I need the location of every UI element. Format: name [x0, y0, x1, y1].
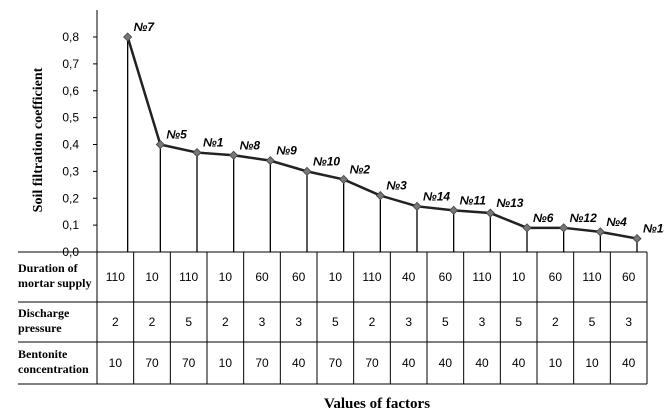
point-label: №13 — [496, 196, 523, 210]
factor-value: 40 — [439, 356, 453, 370]
data-point — [265, 156, 275, 166]
factor-value: 70 — [329, 356, 343, 370]
data-point — [155, 139, 165, 150]
y-tick-label: 0,2 — [62, 191, 79, 205]
point-label: №2 — [350, 162, 371, 176]
factor-value: 70 — [182, 356, 196, 370]
point-label: №15 — [643, 222, 664, 236]
factor-value: 110 — [472, 270, 491, 284]
factor-value: 40 — [512, 356, 526, 370]
data-point — [302, 166, 312, 176]
factor-label: concentration — [18, 362, 89, 376]
y-tick-label: 0,6 — [62, 84, 79, 98]
factor-value: 10 — [219, 270, 233, 284]
point-label: №11 — [460, 193, 487, 207]
factor-value: 60 — [255, 270, 269, 284]
factor-value: 5 — [332, 315, 339, 329]
factor-value: 60 — [549, 270, 563, 284]
factor-value: 5 — [515, 315, 522, 329]
factor-value: 70 — [365, 356, 379, 370]
factor-value: 10 — [145, 270, 159, 284]
point-label: №5 — [166, 128, 187, 142]
factor-value: 2 — [369, 315, 376, 329]
series-layer — [123, 32, 642, 244]
data-point — [449, 205, 459, 215]
point-label: №4 — [606, 215, 627, 229]
x-axis-title: Values of factors — [324, 396, 430, 412]
data-point — [339, 174, 349, 185]
factor-value: 2 — [149, 315, 156, 329]
factor-value: 2 — [552, 315, 559, 329]
y-tick-label: 0,7 — [62, 57, 79, 71]
data-point — [559, 223, 569, 233]
factor-value: 3 — [479, 315, 486, 329]
factor-value: 60 — [439, 270, 453, 284]
y-tick-label: 0,1 — [62, 218, 79, 232]
data-point — [522, 223, 532, 233]
factor-value: 10 — [219, 356, 233, 370]
factor-value: 5 — [589, 315, 596, 329]
factor-value: 40 — [292, 356, 306, 370]
y-tick-label: 0,4 — [62, 138, 79, 152]
data-point — [485, 208, 495, 218]
point-label: №9 — [276, 144, 297, 158]
factor-label: Discharge — [18, 306, 70, 320]
point-label: №7 — [134, 20, 156, 34]
y-tick-label: 0,3 — [62, 164, 79, 178]
factor-value: 70 — [255, 356, 269, 370]
factor-value: 10 — [549, 356, 563, 370]
factor-value: 3 — [295, 315, 302, 329]
factor-value: 60 — [292, 270, 306, 284]
factor-label: mortar supply — [18, 276, 91, 290]
data-point — [123, 32, 133, 42]
factor-value: 60 — [622, 270, 636, 284]
point-label: №10 — [313, 154, 340, 168]
point-label: №6 — [533, 211, 554, 225]
factor-value: 10 — [329, 270, 343, 284]
factor-value: 10 — [512, 270, 526, 284]
factor-value: 110 — [362, 270, 381, 284]
factor-value: 40 — [402, 356, 416, 370]
point-label: №1 — [203, 136, 224, 150]
factor-value: 3 — [259, 315, 266, 329]
factor-value: 40 — [475, 356, 489, 370]
factor-value: 40 — [622, 356, 636, 370]
factor-value: 5 — [442, 315, 449, 329]
factor-value: 40 — [402, 270, 416, 284]
factor-value: 10 — [585, 356, 599, 370]
y-tick-label: 0,5 — [62, 111, 79, 125]
data-point — [412, 201, 422, 211]
factor-value: 110 — [179, 270, 198, 284]
factor-label: Bentonite — [18, 347, 68, 361]
point-label: №12 — [570, 211, 597, 225]
y-tick-label: 0,8 — [62, 30, 79, 44]
y-axis-title: Soil filtration coefficient — [31, 67, 46, 212]
factor-value: 70 — [145, 356, 159, 370]
data-point — [192, 147, 202, 158]
vertical-lines-layer — [127, 37, 638, 252]
data-point — [375, 190, 385, 201]
factor-value: 2 — [222, 315, 229, 329]
labels-layer: №7 №5 №1 №8 №9 №10 №2 №3 №14 №11 №13 №6 №12 №4 №15 — [134, 20, 664, 236]
factor-label: Duration of — [18, 261, 79, 275]
data-point — [229, 150, 239, 160]
factor-value: 2 — [112, 315, 119, 329]
factor-label: pressure — [18, 321, 62, 335]
data-point — [595, 227, 605, 237]
point-label: №14 — [423, 189, 450, 203]
factor-value: 3 — [625, 315, 632, 329]
data-point — [632, 233, 642, 244]
factor-value: 3 — [405, 315, 412, 329]
factor-value: 5 — [185, 315, 192, 329]
factor-value: 110 — [582, 270, 601, 284]
point-label: №8 — [240, 138, 261, 152]
factor-value: 110 — [106, 270, 125, 284]
point-label: №3 — [386, 179, 407, 193]
factor-value: 10 — [109, 356, 123, 370]
